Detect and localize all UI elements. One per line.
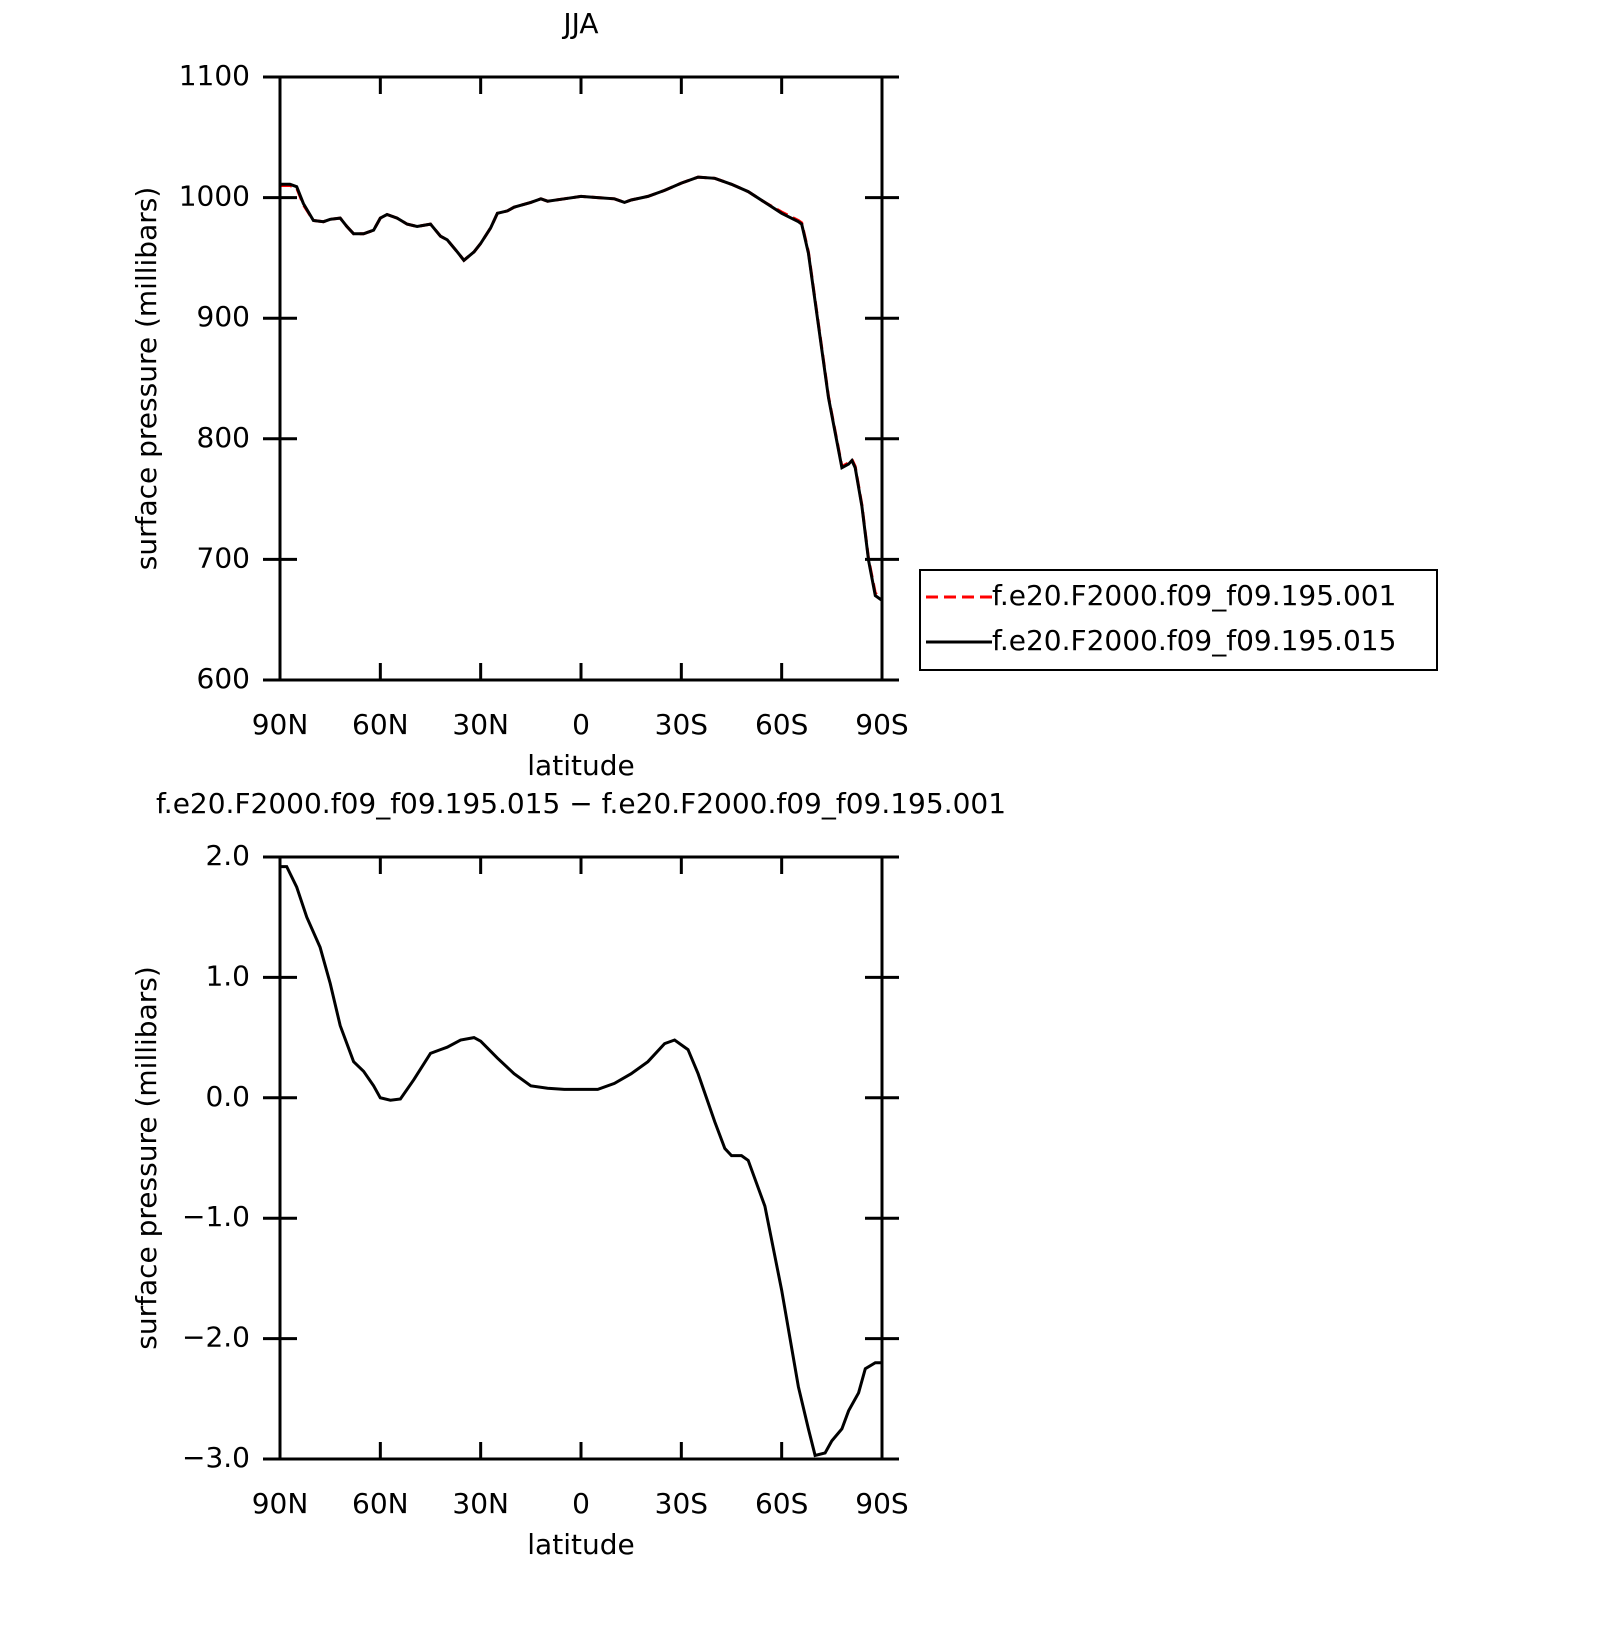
y-tick-label: 1.0 <box>205 959 250 992</box>
x-tick-label: 30S <box>655 1487 708 1520</box>
x-tick-label: 60N <box>352 708 409 741</box>
x-tick-label: 90N <box>252 708 309 741</box>
y-tick-label: 1100 <box>179 59 250 92</box>
data-line <box>280 175 883 602</box>
legend-label: f.e20.F2000.f09_f09.195.015 <box>992 624 1396 657</box>
x-tick-label: 0 <box>572 708 590 741</box>
x-tick-label: 0 <box>572 1487 590 1520</box>
chart-title: f.e20.F2000.f09_f09.195.015 − f.e20.F200… <box>156 787 1006 820</box>
x-axis-label: latitude <box>527 1528 634 1561</box>
y-tick-label: 1000 <box>179 180 250 213</box>
x-tick-label: 90S <box>855 1487 908 1520</box>
y-tick-label: 700 <box>197 541 250 574</box>
x-tick-label: 30S <box>655 708 708 741</box>
plot-frame <box>278 855 884 1461</box>
x-tick-label: 60N <box>352 1487 409 1520</box>
y-axis-label: surface pressure (millibars) <box>130 187 163 571</box>
y-axis-label: surface pressure (millibars) <box>130 966 163 1350</box>
y-tick-label: 0.0 <box>205 1080 250 1113</box>
x-axis-label: latitude <box>527 749 634 782</box>
y-tick-label: −1.0 <box>182 1200 250 1233</box>
legend-label: f.e20.F2000.f09_f09.195.001 <box>992 579 1396 612</box>
data-line <box>280 175 883 600</box>
y-tick-label: −2.0 <box>182 1321 250 1354</box>
y-tick-label: 800 <box>197 421 250 454</box>
y-tick-label: 2.0 <box>205 839 250 872</box>
y-tick-label: 600 <box>197 662 250 695</box>
legend-box <box>919 569 1438 671</box>
x-tick-label: 30N <box>452 708 509 741</box>
plot-frame <box>278 75 884 682</box>
data-line <box>280 865 882 1458</box>
chart-title: JJA <box>561 7 598 40</box>
x-tick-label: 30N <box>452 1487 509 1520</box>
y-tick-label: −3.0 <box>182 1441 250 1474</box>
x-tick-label: 60S <box>755 708 808 741</box>
x-tick-label: 90S <box>855 708 908 741</box>
y-tick-label: 900 <box>197 300 250 333</box>
x-tick-label: 60S <box>755 1487 808 1520</box>
x-tick-label: 90N <box>252 1487 309 1520</box>
